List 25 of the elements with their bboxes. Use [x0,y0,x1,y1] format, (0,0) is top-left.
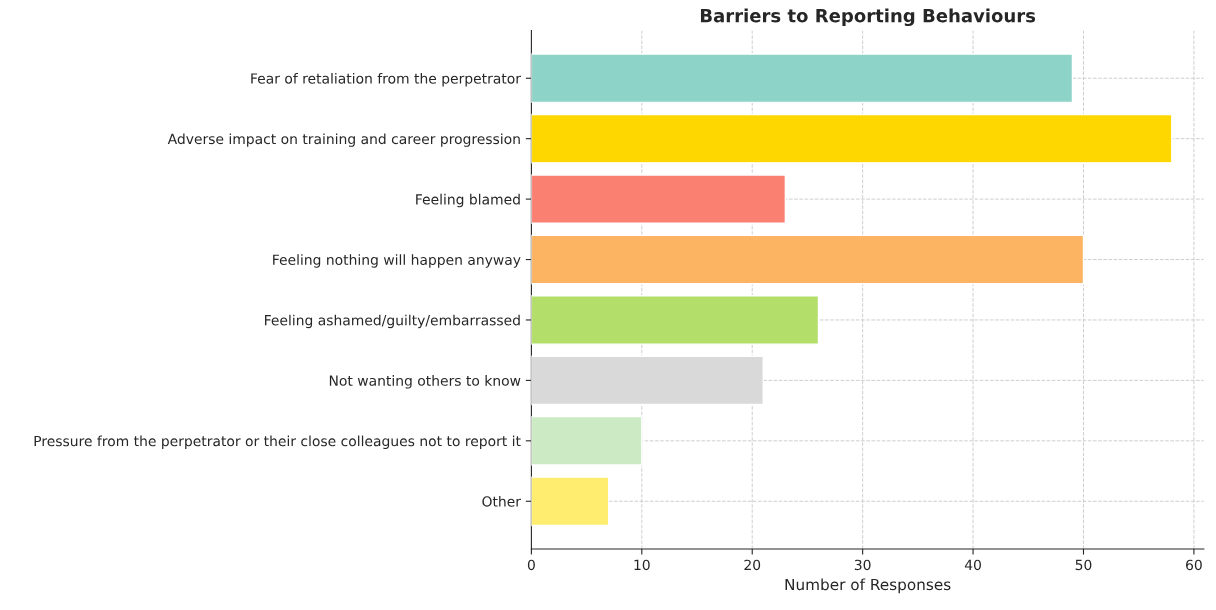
bar [531,53,1074,104]
bar [531,174,787,224]
bar [531,113,1173,164]
x-tick-label: 20 [744,559,761,571]
y-tick-label: Other [482,495,521,507]
bar [531,295,820,345]
y-tick-label: Pressure from the perpetrator or their close colleagues not to report it [34,435,521,449]
x-axis-title: Number of Responses [785,578,951,594]
x-tick-label: 0 [527,559,535,571]
y-tick-label: Feeling blamed [416,193,520,208]
x-tick-label: 30 [854,559,871,571]
y-tick-label: Not wanting others to know [329,375,521,389]
chart-title: Barriers to Reporting Behaviours [700,8,1036,27]
y-tick-label: Fear of retaliation from the perpetrator [251,72,521,87]
x-tick-label: 40 [964,559,981,571]
y-tick-label: Feeling ashamed/guilty/embarrassed [265,314,520,329]
x-tick-label: 60 [1186,559,1202,571]
x-tick-label: 10 [634,559,650,571]
bar [531,415,643,466]
y-tick-label: Adverse impact on training and career progression [167,133,520,147]
bar [531,355,764,406]
x-tick-label: 50 [1075,559,1092,571]
bar [531,476,610,527]
bar [531,234,1085,285]
y-tick-label: Feeling nothing will happen anyway [273,254,521,268]
